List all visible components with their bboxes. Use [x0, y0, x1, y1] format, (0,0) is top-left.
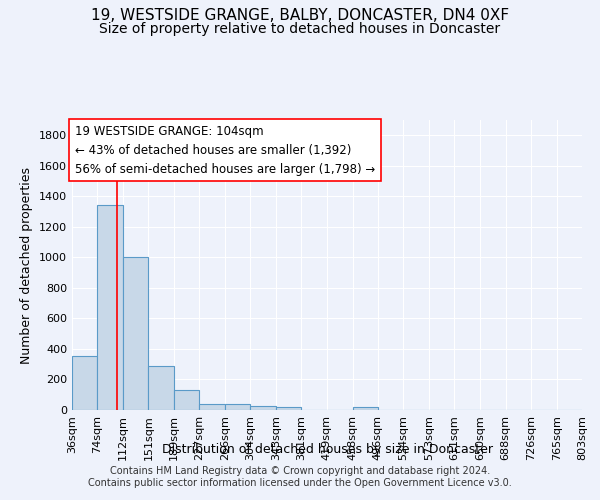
Bar	[122, 256, 148, 410]
Bar	[72, 356, 97, 410]
Text: 19, WESTSIDE GRANGE, BALBY, DONCASTER, DN4 0XF: 19, WESTSIDE GRANGE, BALBY, DONCASTER, D…	[91, 8, 509, 22]
Text: Size of property relative to detached houses in Doncaster: Size of property relative to detached ho…	[100, 22, 500, 36]
Y-axis label: Number of detached properties: Number of detached properties	[20, 166, 34, 364]
Bar	[225, 404, 250, 410]
Text: Contains HM Land Registry data © Crown copyright and database right 2024.
Contai: Contains HM Land Registry data © Crown c…	[88, 466, 512, 487]
Text: Distribution of detached houses by size in Doncaster: Distribution of detached houses by size …	[161, 442, 493, 456]
Text: 19 WESTSIDE GRANGE: 104sqm
← 43% of detached houses are smaller (1,392)
56% of s: 19 WESTSIDE GRANGE: 104sqm ← 43% of deta…	[74, 124, 375, 176]
Bar	[276, 406, 301, 410]
Bar	[97, 204, 122, 410]
Bar	[250, 406, 276, 410]
Bar	[148, 366, 174, 410]
Bar	[174, 390, 199, 410]
Bar	[199, 404, 225, 410]
Bar	[353, 406, 378, 410]
